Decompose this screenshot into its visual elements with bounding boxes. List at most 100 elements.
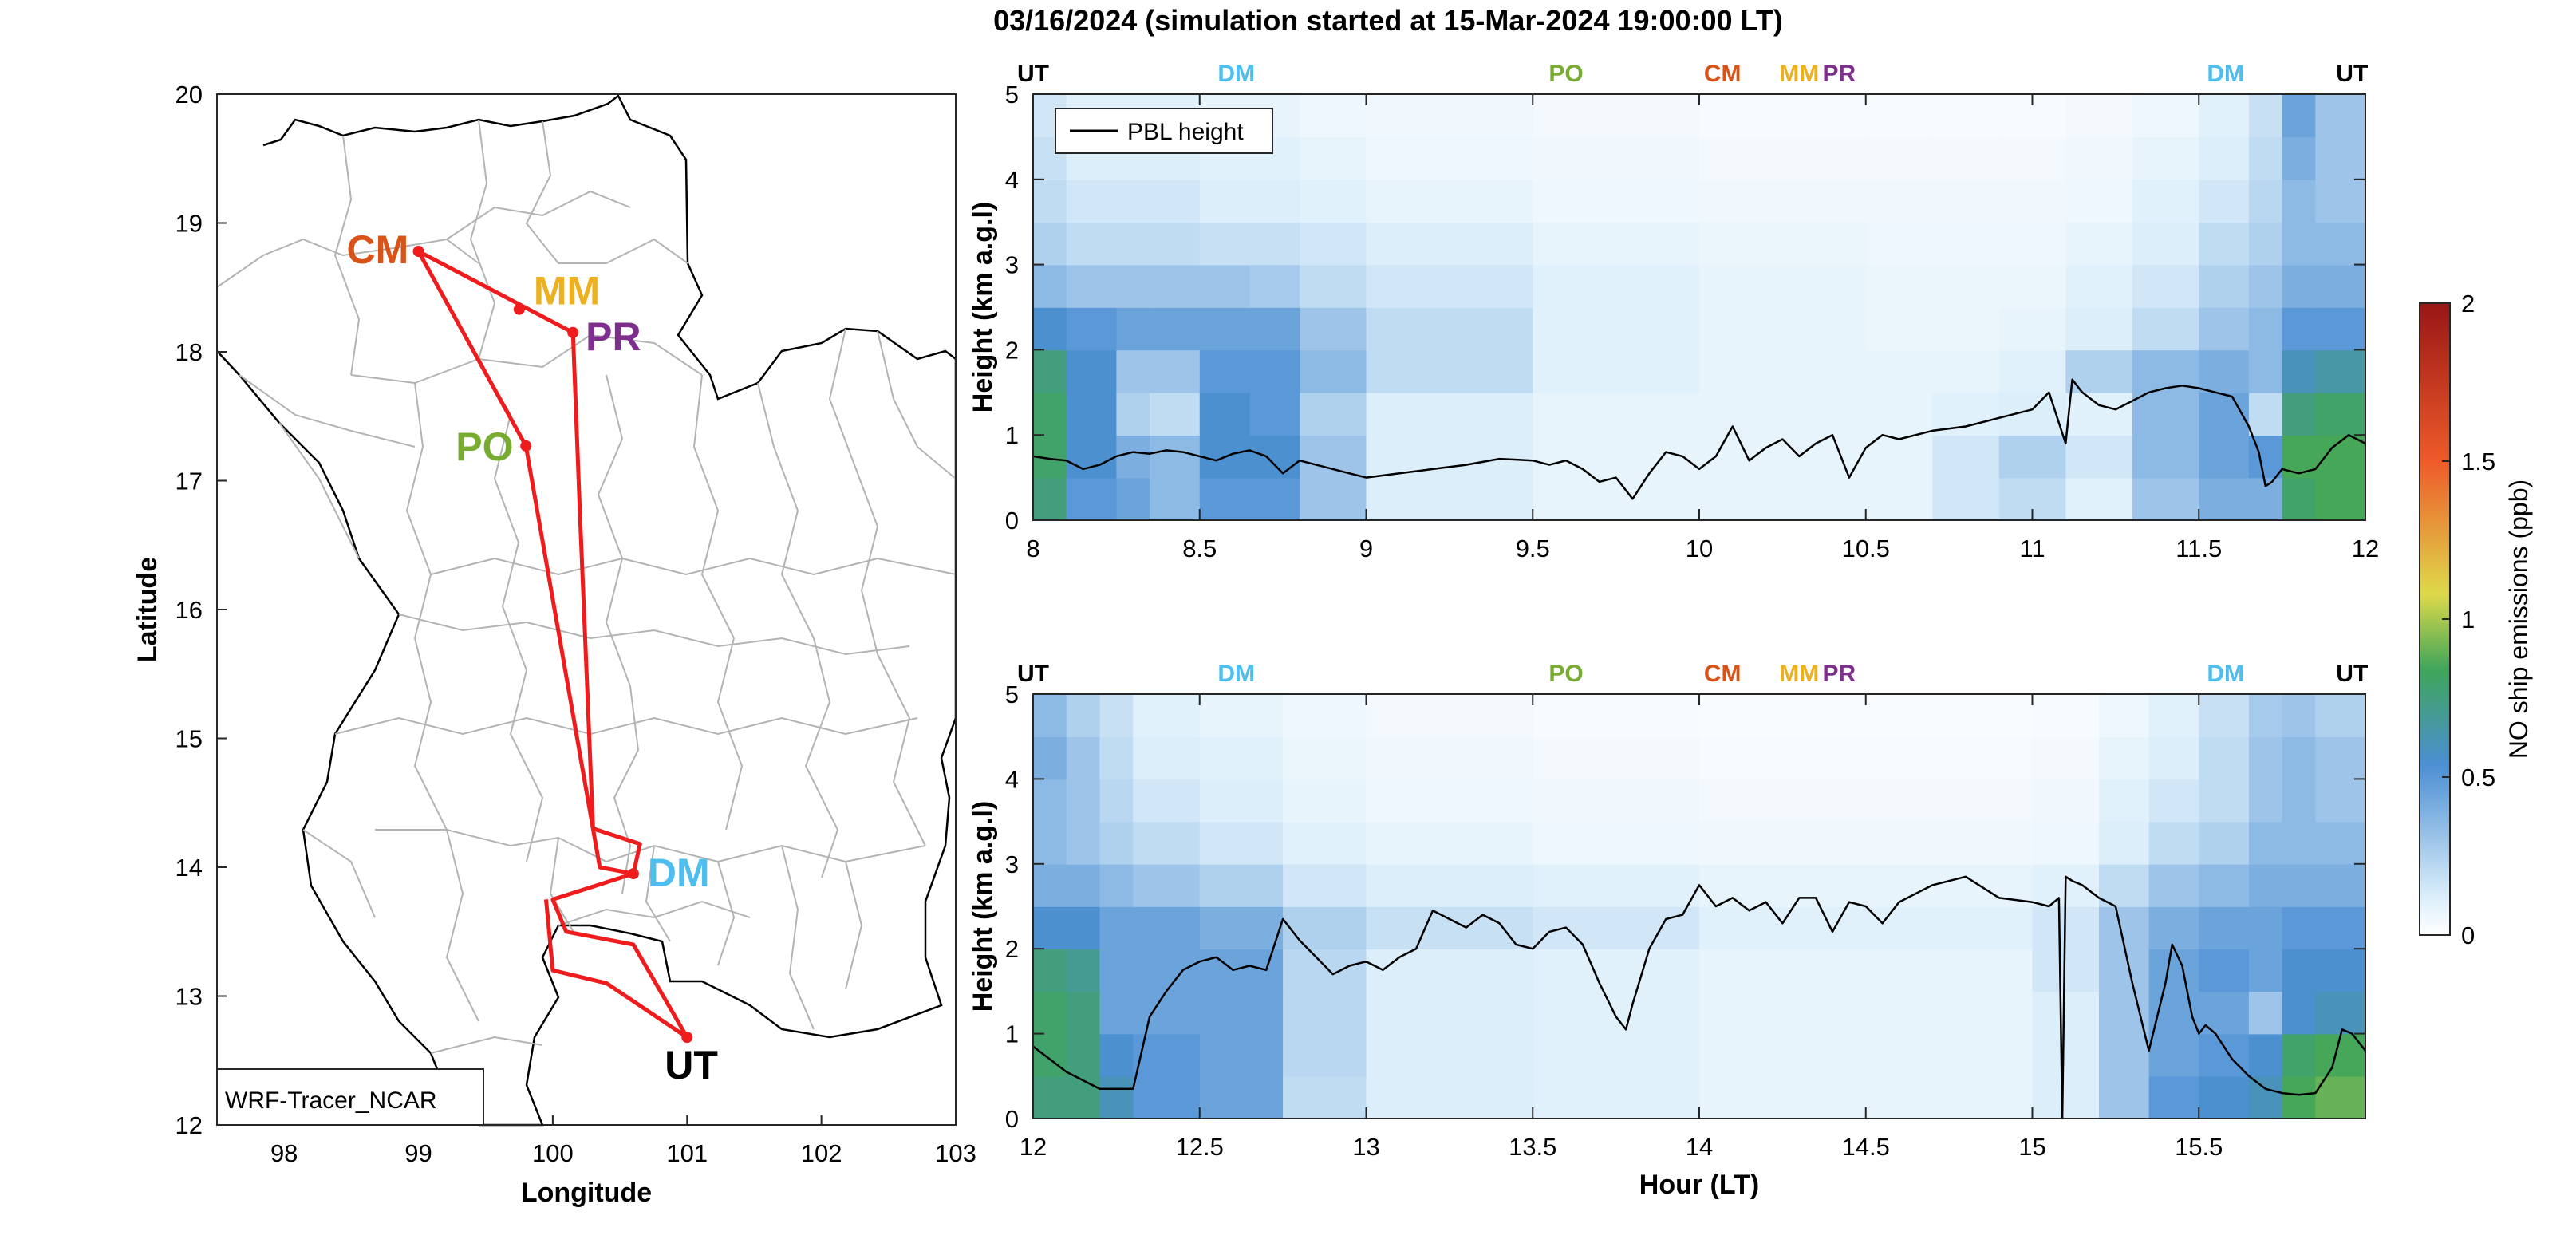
heatmap-cell (1033, 779, 1067, 823)
heatmap-cell (2099, 694, 2150, 737)
heatmap-cell (1133, 1033, 1201, 1077)
heatmap-cell (1533, 477, 1700, 521)
heatmap-cell (1932, 477, 2000, 521)
heatmap-cell (2065, 222, 2133, 266)
heatmap-cell (1133, 1075, 1201, 1119)
heatmap-cell (2248, 694, 2283, 737)
heatmap-cell (2132, 435, 2200, 479)
y-axis-label: Height (km a.g.l) (968, 202, 998, 412)
heatmap-cell (1066, 863, 1101, 907)
heatmap-cell (1199, 179, 1251, 223)
heatmap-cell (1998, 136, 2067, 180)
heatmap-cell (2248, 991, 2283, 1035)
heatmap-cell (2199, 694, 2250, 737)
x-tick-label: 10.5 (1842, 535, 1890, 562)
heatmap-cell (2315, 906, 2366, 949)
map-source-label: WRF-Tracer_NCAR (225, 1087, 437, 1114)
heatmap-cell (1033, 307, 1067, 351)
heatmap-cell (1932, 94, 2000, 138)
heatmap-cell (2315, 477, 2366, 521)
heatmap-cell (2248, 349, 2283, 393)
heatmap-cell (2148, 906, 2199, 949)
heatmap-cell (1066, 949, 1101, 992)
heatmap-cell (1249, 392, 1300, 436)
heatmap-cell (1865, 264, 1934, 308)
heatmap-cell (1865, 779, 2034, 823)
y-tick-label: 2 (1005, 935, 1019, 963)
x-tick-label: 9 (1359, 535, 1373, 562)
heatmap-cell (1366, 1075, 1534, 1119)
site-marker-pr (567, 326, 579, 338)
site-time-label-dm: DM (1217, 661, 1255, 687)
map-y-tick-label: 16 (176, 596, 203, 624)
heatmap-cell (2282, 179, 2317, 223)
x-tick-label: 15 (2018, 1133, 2045, 1161)
map-x-tick-label: 98 (270, 1139, 298, 1167)
map-x-tick-label: 100 (532, 1139, 574, 1167)
heatmap-cell (2099, 1075, 2150, 1119)
site-label-mm: MM (534, 269, 600, 314)
heatmap-cell (1366, 477, 1534, 521)
heatmap-cell (1283, 694, 1367, 737)
site-time-label-ut: UT (1017, 61, 1049, 87)
heatmap-cell (1533, 222, 1700, 266)
heatmap-cell (1300, 94, 1367, 138)
heatmap-cell (2132, 222, 2200, 266)
x-axis-label: Hour (LT) (1639, 1170, 1759, 1200)
heatmap-cell (1300, 349, 1367, 393)
heatmap-cell (2199, 94, 2250, 138)
y-tick-label: 5 (1005, 681, 1019, 708)
heatmap-cell (1033, 179, 1067, 223)
heatmap-cell (2065, 94, 2133, 138)
heatmap-cell (1699, 991, 1867, 1035)
heatmap-cell (2282, 863, 2317, 907)
map-source-box (216, 1068, 484, 1126)
heatmap-cell (2315, 307, 2366, 351)
heatmap-cell (2282, 392, 2317, 436)
heatmap-cell (2282, 991, 2317, 1035)
heatmap-cell (2315, 392, 2366, 436)
heatmap-cell (1533, 863, 1700, 907)
heatmap-cell (1699, 222, 1867, 266)
heatmap-cell (1865, 863, 2034, 907)
heatmap-cells (1033, 694, 2366, 1119)
heatmap-cell (2065, 136, 2133, 180)
heatmap-cell (1033, 264, 1067, 308)
heatmap-cell (1199, 949, 1284, 992)
map-y-tick-label: 13 (176, 983, 203, 1011)
heatmap-cell (1865, 1075, 2034, 1119)
heatmap-cell (2315, 349, 2366, 393)
heatmap-cell (1116, 264, 1150, 308)
heatmap-cell (2282, 136, 2317, 180)
heatmap-cell (1865, 349, 1934, 393)
x-tick-label: 11.5 (2176, 535, 2222, 562)
route-north (416, 249, 642, 876)
heatmap-cell (1199, 349, 1251, 393)
heatmap-cell (1932, 435, 2000, 479)
heatmap-cell (1366, 264, 1534, 308)
map-x-ticks: 98 99 100 101 102 103 (270, 1115, 976, 1167)
x-tick-label: 14.5 (1842, 1133, 1890, 1161)
heatmap-cell (1249, 307, 1300, 351)
heatmap-cell (2248, 949, 2283, 992)
heatmap-cell (2248, 392, 2283, 436)
heatmap-cell (1249, 349, 1300, 393)
site-time-label-cm: CM (1704, 61, 1742, 87)
heatmap-cell (2065, 264, 2133, 308)
pbl-height-line (1032, 378, 2366, 500)
heatmap-cell (1366, 222, 1534, 266)
map-axes-background (217, 94, 956, 1125)
heatmap-cell (1066, 264, 1118, 308)
site-label-dm: DM (648, 850, 710, 895)
heatmap-cell (1865, 136, 1934, 180)
heatmap-cell (1699, 1075, 1867, 1119)
site-time-label-po: PO (1548, 61, 1583, 87)
heatmap-cell (2199, 307, 2250, 351)
province-boundaries (216, 119, 957, 1054)
heatmap-cell (1099, 821, 1134, 865)
y-tick-label: 1 (1005, 421, 1019, 449)
heatmap-cell (1932, 179, 2000, 223)
heatmap-cell (1150, 264, 1201, 308)
heatmap-cell (2199, 821, 2250, 865)
